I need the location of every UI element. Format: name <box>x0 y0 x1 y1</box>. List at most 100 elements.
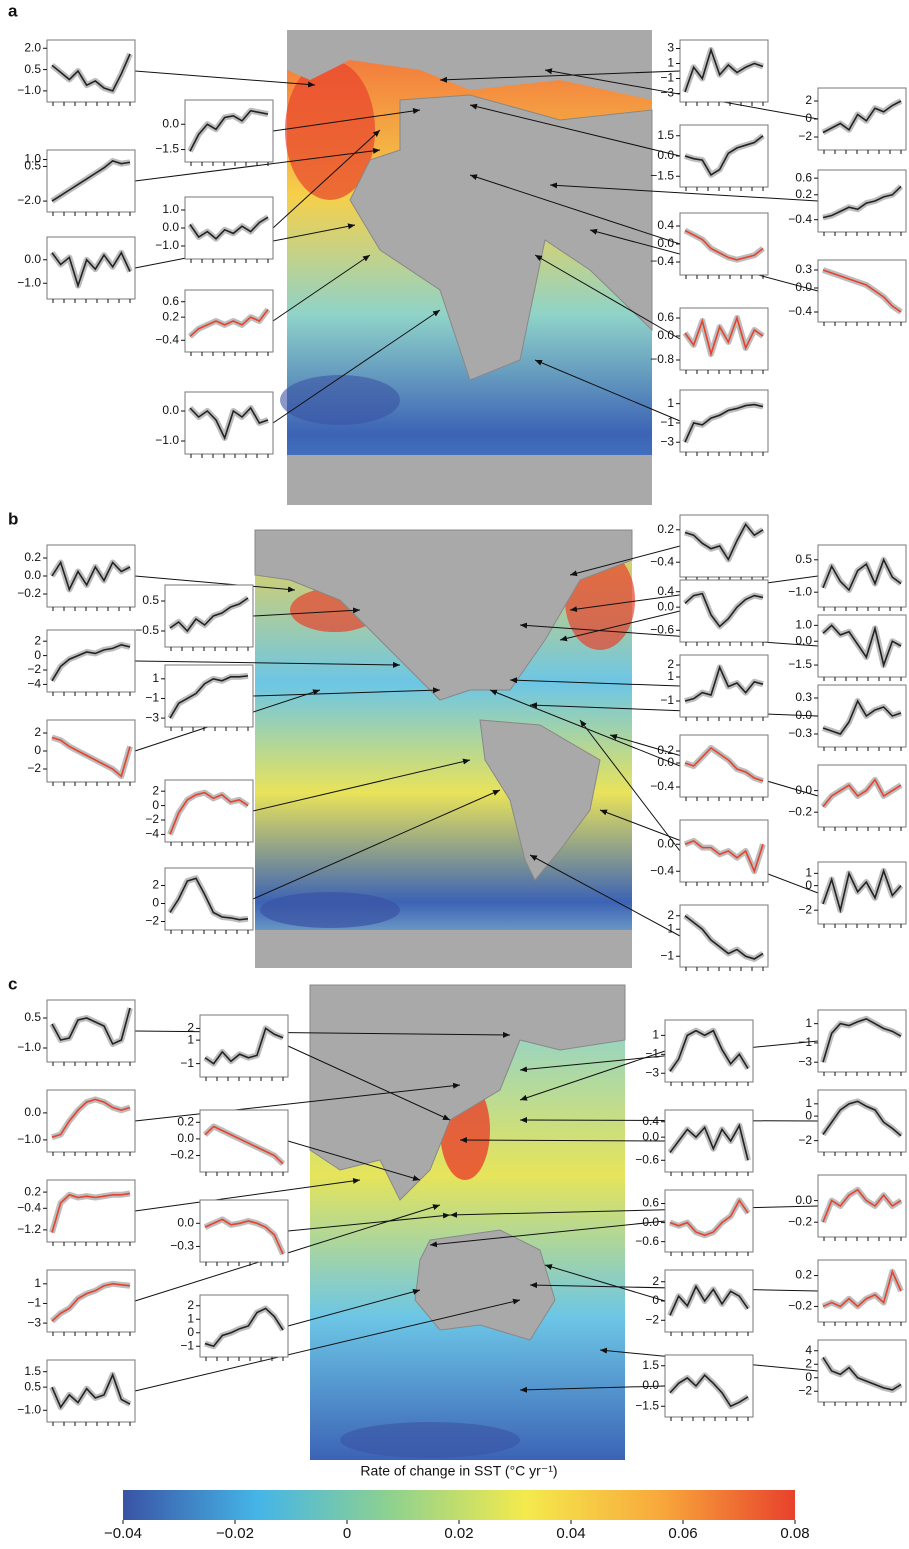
inset-chart: 0.4 0.0 −0.4 <box>650 212 769 279</box>
y-tick-label: 2 <box>34 725 41 739</box>
y-tick-label: −0.3 <box>170 1239 194 1253</box>
y-tick-label: 0.2 <box>657 743 674 757</box>
inset-chart: 1 −1 −3 <box>145 664 254 731</box>
y-tick-label: 0 <box>34 648 41 662</box>
inset-chart: 420−2 <box>798 1339 907 1406</box>
inset-chart: 1 −1 −3 <box>27 1269 136 1336</box>
trend-line <box>822 269 902 313</box>
y-tick-label: −1.0 <box>17 1402 41 1416</box>
inset-chart: 0.0 −0.3 <box>170 1199 289 1266</box>
land <box>255 930 632 968</box>
inset-chart: 2 0 −2 <box>645 1269 754 1336</box>
y-tick-label: 0.5 <box>24 1379 41 1393</box>
cool-area <box>280 375 400 425</box>
y-tick-label: 0.0 <box>657 236 674 250</box>
y-tick-label: −0.4 <box>788 304 812 318</box>
y-tick-label: 1 <box>152 671 159 685</box>
y-tick-label: −0.5 <box>135 623 159 637</box>
trend-line <box>822 624 902 668</box>
y-tick-label: 0.5 <box>24 1010 41 1024</box>
connector <box>134 1082 461 1122</box>
y-tick-label: −2 <box>27 761 41 775</box>
trend-line <box>169 597 249 633</box>
trend-line <box>669 1198 749 1237</box>
y-tick-label: −0.4 <box>788 212 812 226</box>
inset-chart: 1 −1 −3 <box>645 1019 754 1086</box>
y-tick-label: 0.0 <box>657 148 674 162</box>
y-tick-label: −0.2 <box>788 1299 812 1313</box>
y-tick-label: −1 <box>798 1035 812 1049</box>
trend-line <box>822 699 902 735</box>
y-tick-label: 0 <box>805 1370 812 1384</box>
y-tick-label: 0.5 <box>142 593 159 607</box>
inset-chart: 0.5 −1.0 <box>17 999 136 1066</box>
y-tick-label: −0.2 <box>170 1148 194 1162</box>
trend-line <box>669 1029 749 1072</box>
y-tick-label: 0.0 <box>642 1378 659 1392</box>
x-tick-label: 0.06 <box>668 1525 697 1542</box>
y-tick-label: −1 <box>660 71 674 85</box>
y-tick-label: −1.5 <box>650 168 674 182</box>
trend-line <box>822 1100 902 1137</box>
y-tick-label: 0 <box>805 111 812 125</box>
inset-frame <box>46 1269 136 1333</box>
inset-chart: 1.00.0 −1.5 <box>788 614 907 681</box>
y-tick-label: 0.0 <box>24 568 41 582</box>
trend-line <box>51 53 131 92</box>
connector <box>569 545 681 577</box>
y-tick-label: 1.0 <box>795 618 812 632</box>
land <box>349 94 653 381</box>
y-tick-label: 0 <box>652 1293 659 1307</box>
y-tick-label: −1.5 <box>788 657 812 671</box>
inset-chart: 10 −2 <box>798 1089 907 1156</box>
y-tick-label: 1 <box>187 1311 194 1325</box>
trend-line <box>822 868 902 914</box>
trend-line <box>822 778 902 808</box>
y-tick-label: 0.2 <box>795 1268 812 1282</box>
y-tick-label: 0.2 <box>24 1184 41 1198</box>
y-tick-label: −1 <box>180 1338 194 1352</box>
inset-chart: 0.0 −1.0 <box>155 391 274 458</box>
connector <box>579 719 681 852</box>
trend-line <box>51 1283 131 1322</box>
connector <box>272 309 441 424</box>
y-tick-label: 1 <box>667 396 674 410</box>
y-tick-label: 0.4 <box>642 1114 659 1128</box>
y-tick-label: −0.4 <box>650 863 674 877</box>
trend-line <box>204 1125 284 1165</box>
trend-line <box>684 915 764 960</box>
y-tick-label: 0.0 <box>795 280 812 294</box>
y-tick-label: 0.2 <box>162 309 179 323</box>
connector <box>252 758 471 812</box>
x-tick-label: 0 <box>343 1525 351 1542</box>
trend-line <box>51 160 131 202</box>
inset-chart: 2 0 −2 <box>145 867 254 934</box>
y-tick-label: 2 <box>805 93 812 107</box>
y-tick-label: 0.0 <box>162 116 179 130</box>
inset-frame <box>679 514 769 578</box>
inset-chart: 21 −1 <box>180 1014 289 1081</box>
inset-chart: 0.3 0.0 −0.4 <box>788 259 907 326</box>
connector <box>287 1140 421 1181</box>
trend-line <box>822 185 902 219</box>
y-tick-label: −4 <box>145 827 159 841</box>
inset-chart: 0.6 0.0 −0.8 <box>650 307 769 374</box>
inset-chart: 1 −1 −3 <box>660 389 769 456</box>
inset-frame <box>184 196 274 260</box>
y-tick-label: 0.5 <box>24 62 41 76</box>
y-tick-label: 0.5 <box>795 552 812 566</box>
inset-frame <box>46 1179 136 1243</box>
trend-line <box>669 1123 749 1161</box>
y-tick-label: −3 <box>27 1315 41 1329</box>
trend-line <box>822 100 902 134</box>
y-tick-label: 1.5 <box>24 1364 41 1378</box>
y-tick-label: 1.0 <box>24 152 41 166</box>
connector <box>449 1205 819 1218</box>
y-tick-label: 0.6 <box>642 1196 659 1210</box>
connector <box>252 687 441 697</box>
cool-area <box>260 892 400 928</box>
y-tick-label: −1 <box>660 948 674 962</box>
inset-chart: 0.5 −0.5 <box>135 584 254 651</box>
connector <box>272 129 381 229</box>
y-tick-label: 1 <box>805 866 812 880</box>
